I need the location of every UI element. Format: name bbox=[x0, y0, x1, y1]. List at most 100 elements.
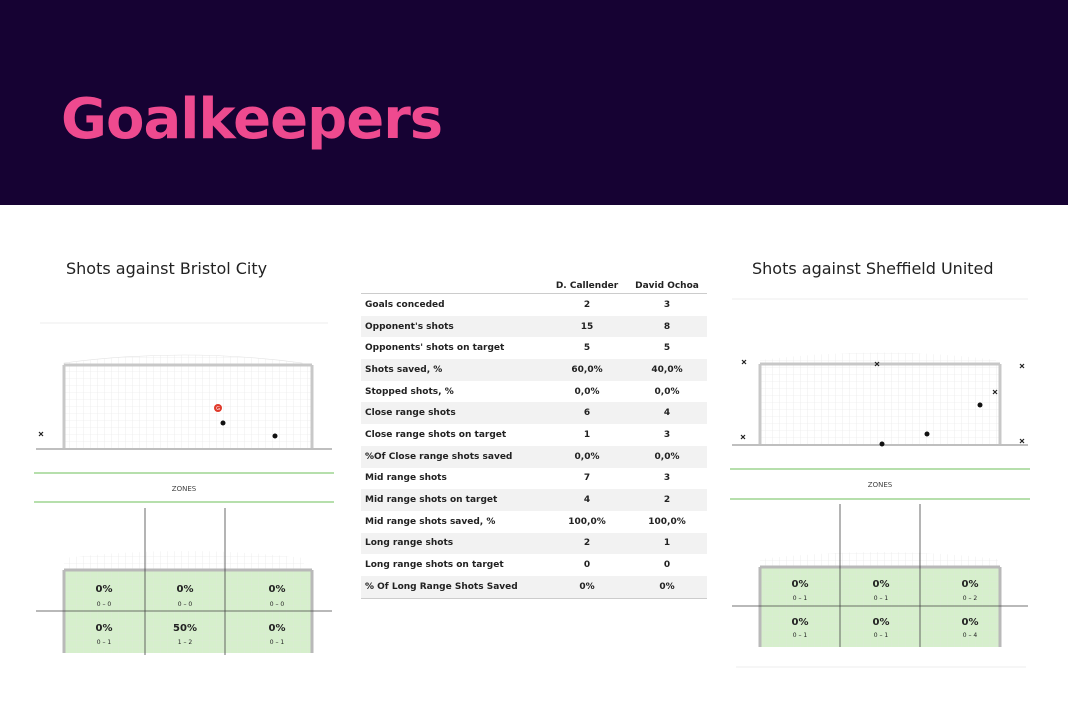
stat-name-cell: Shots saved, % bbox=[361, 359, 547, 381]
stat-value-cell: 1 bbox=[627, 532, 707, 555]
table-row: Mid range shots saved, % 100,0% 100,0% bbox=[361, 510, 707, 533]
stat-value-cell: 100,0% bbox=[648, 516, 686, 527]
left-zone-ratio: 0 – 0 bbox=[97, 601, 112, 608]
left-zone-ratio: 1 – 2 bbox=[178, 639, 193, 646]
stat-name-cell: Mid range shots on target bbox=[361, 489, 547, 511]
table-row: Shots saved, % 60,0% 40,0% bbox=[361, 359, 707, 381]
left-panel-title: Shots against Bristol City bbox=[66, 259, 268, 278]
stat-value-cell: 100,0% bbox=[568, 516, 606, 527]
right-zone-ratio: 0 – 1 bbox=[874, 595, 889, 602]
stat-value-cell: 8 bbox=[627, 315, 707, 338]
table-row: Goals conceded 2 3 bbox=[361, 292, 707, 316]
stat-name-cell: Opponent's shots bbox=[361, 315, 547, 338]
stat-value-cell: 0% bbox=[627, 575, 707, 599]
stat-name-cell: Stopped shots, % bbox=[361, 380, 547, 403]
stat-name-cell: %Of Close range shots saved bbox=[361, 445, 547, 468]
player-column-header: David Ochoa bbox=[635, 281, 699, 291]
stat-value-cell: 5 bbox=[663, 343, 671, 354]
table-row: Close range shots 6 4 bbox=[361, 402, 707, 425]
right-shot-saved-marker bbox=[879, 441, 885, 447]
stat-value-cell: 3 bbox=[663, 429, 671, 440]
table-row: Mid range shots 7 3 bbox=[361, 467, 707, 490]
left-zone-pct: 0% bbox=[269, 584, 286, 595]
left-zone-ratio: 0 – 0 bbox=[270, 601, 285, 608]
right-zone-ratio: 0 – 2 bbox=[963, 595, 978, 602]
left-zones-map: 0% 0 – 0 0% 0 – 0 0% 0 – 0 0% 0 – 1 50% … bbox=[34, 501, 334, 655]
header-banner: Goalkeepers bbox=[0, 0, 1068, 205]
left-zone-ratio: 0 – 1 bbox=[97, 639, 112, 646]
stat-value-cell: 4 bbox=[547, 489, 627, 511]
table-row: Stopped shots, % 0,0% 0,0% bbox=[361, 380, 707, 403]
stat-name-cell: Mid range shots saved, % bbox=[361, 510, 547, 533]
right-shot-off-target-marker bbox=[874, 361, 880, 367]
left-zone-pct: 0% bbox=[96, 623, 113, 634]
stat-name-cell: Close range shots bbox=[361, 402, 547, 425]
stat-value-cell: 0% bbox=[547, 575, 627, 599]
player-column-header: D. Callender bbox=[555, 281, 619, 291]
stat-name-cell: Long range shots on target bbox=[361, 554, 547, 576]
stat-value-cell: 2 bbox=[547, 292, 627, 316]
right-zone-ratio: 0 – 1 bbox=[793, 595, 808, 602]
right-zone-pct: 0% bbox=[873, 579, 890, 590]
right-shot-off-target-marker bbox=[740, 434, 746, 440]
table-row: % Of Long Range Shots Saved 0% 0% bbox=[361, 575, 707, 599]
table-row: Long range shots 2 1 bbox=[361, 532, 707, 555]
left-goal-badge: G bbox=[216, 406, 220, 412]
right-shot-saved-marker bbox=[977, 402, 983, 408]
stat-value-cell: 0,0% bbox=[627, 445, 707, 468]
stat-value-cell: 40,0% bbox=[627, 359, 707, 381]
goalkeeper-stats-table: D. Callender David Ochoa Goals conceded 2… bbox=[361, 279, 707, 599]
right-shot-saved-marker bbox=[924, 431, 930, 437]
right-zone-pct: 0% bbox=[792, 617, 809, 628]
right-zone-ratio: 0 – 1 bbox=[874, 632, 889, 639]
right-shot-map bbox=[730, 298, 1030, 470]
left-zone-pct: 0% bbox=[177, 584, 194, 595]
stat-value-cell: 2 bbox=[547, 532, 627, 555]
table-row: Close range shots on target 1 3 bbox=[361, 424, 707, 446]
left-zone-ratio: 0 – 1 bbox=[270, 639, 285, 646]
stat-value-cell: 4 bbox=[627, 402, 707, 425]
stat-value-cell: 0 bbox=[663, 560, 671, 571]
stat-name-cell: Close range shots on target bbox=[361, 424, 547, 446]
table-row: %Of Close range shots saved 0,0% 0,0% bbox=[361, 445, 707, 468]
right-zone-pct: 0% bbox=[792, 579, 809, 590]
right-zone-pct: 0% bbox=[962, 617, 979, 628]
right-shot-off-target-marker bbox=[741, 359, 747, 365]
left-zone-pct: 0% bbox=[96, 584, 113, 595]
stat-name-header bbox=[361, 279, 547, 294]
left-zone-ratio: 0 – 0 bbox=[178, 601, 193, 608]
left-zone-pct: 50% bbox=[173, 623, 197, 634]
right-zone-pct: 0% bbox=[873, 617, 890, 628]
right-zone-pct: 0% bbox=[962, 579, 979, 590]
right-shot-off-target-marker bbox=[1019, 363, 1025, 369]
right-zones-label: ZONES bbox=[867, 481, 893, 489]
table-row: Long range shots on target 0 0 bbox=[361, 554, 707, 576]
stat-value-cell: 1 bbox=[583, 429, 591, 440]
left-shot-map: G bbox=[34, 322, 334, 474]
page-title: Goalkeepers bbox=[61, 87, 443, 152]
left-goal-marker bbox=[214, 404, 222, 412]
right-shot-off-target-marker bbox=[1019, 438, 1025, 444]
left-zone-pct: 0% bbox=[269, 623, 286, 634]
stat-value-cell: 6 bbox=[547, 402, 627, 425]
right-zones-map: 0% 0 – 1 0% 0 – 1 0% 0 – 2 0% 0 – 1 0% 0… bbox=[730, 498, 1030, 668]
table-header-row: D. Callender David Ochoa bbox=[361, 279, 707, 294]
stat-value-cell: 0 bbox=[583, 560, 591, 571]
left-shot-saved-marker bbox=[220, 420, 226, 426]
stat-value-cell: 15 bbox=[547, 315, 627, 338]
stat-name-cell: Opponents' shots on target bbox=[361, 337, 547, 360]
stat-name-cell: % Of Long Range Shots Saved bbox=[361, 575, 547, 599]
stat-name-cell: Long range shots bbox=[361, 532, 547, 555]
left-shot-saved-marker bbox=[272, 433, 278, 439]
stat-value-cell: 0,0% bbox=[574, 386, 600, 397]
stat-name-cell: Goals conceded bbox=[361, 292, 547, 316]
stat-name-cell: Mid range shots bbox=[361, 467, 547, 490]
right-zone-ratio: 0 – 4 bbox=[963, 632, 978, 639]
stat-value-cell: 3 bbox=[627, 292, 707, 316]
table-row: Opponent's shots 15 8 bbox=[361, 315, 707, 338]
stat-value-cell: 5 bbox=[583, 343, 591, 354]
left-zones-label: ZONES bbox=[171, 485, 197, 493]
stat-value-cell: 60,0% bbox=[547, 359, 627, 381]
right-panel-title: Shots against Sheffield United bbox=[752, 259, 994, 278]
stat-value-cell: 0,0% bbox=[654, 386, 680, 397]
